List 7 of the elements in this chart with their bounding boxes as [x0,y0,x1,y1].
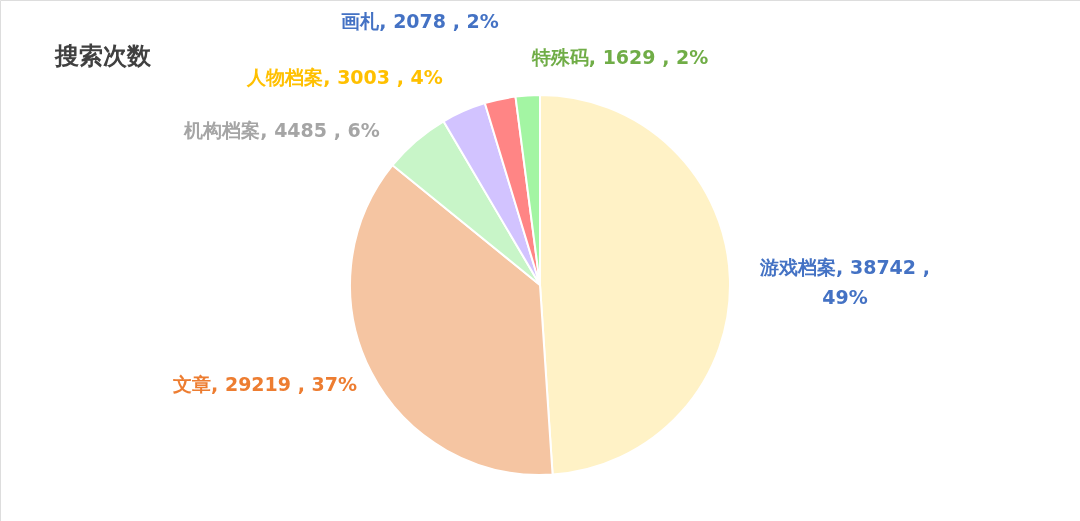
slice-label: 人物档案, 3003 , 4% [246,66,443,88]
slice-label: 机构档案, 4485 , 6% [183,119,380,141]
slice-label: 文章, 29219 , 37% [172,373,357,395]
slice-label: 特殊码, 1629 , 2% [530,46,709,68]
slice-label: 游戏档案, 38742 , 49% [759,256,930,308]
slice-label: 画札, 2078 , 2% [341,10,499,32]
text: 搜索次数 [54,42,152,70]
